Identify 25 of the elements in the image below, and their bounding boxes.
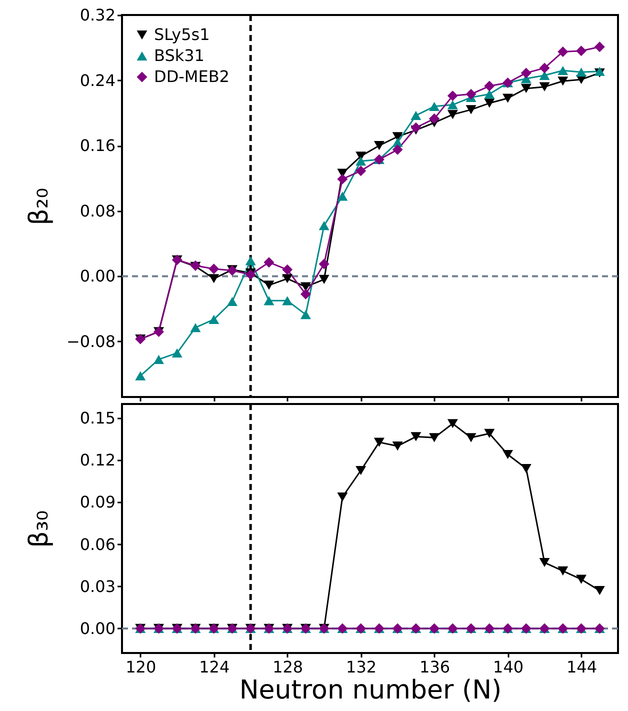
y-tick-label: 0.00 — [80, 266, 116, 286]
y-tick-label: 0.08 — [80, 201, 116, 220]
y-tick-label: 0.06 — [80, 534, 116, 554]
y-axis-title: β₂₀ — [24, 188, 54, 226]
y-tick-label: 0.24 — [80, 70, 116, 90]
x-tick-label: 144 — [566, 658, 598, 676]
y-tick-label: −0.08 — [66, 332, 116, 351]
legend-label: DD-MEB2 — [154, 67, 230, 86]
x-tick-label: 132 — [346, 658, 377, 676]
y-axis-title: β₃₀ — [24, 510, 54, 548]
x-tick-label: 136 — [420, 658, 450, 676]
x-tick-label: 120 — [126, 658, 156, 676]
y-tick-label: 0.16 — [80, 136, 116, 156]
legend-label: BSk31 — [154, 46, 204, 65]
x-tick-label: 124 — [199, 658, 230, 676]
legend-label: SLy5s1 — [154, 25, 210, 44]
y-tick-label: 0.00 — [80, 618, 116, 638]
x-tick-label: 140 — [493, 658, 524, 676]
y-tick-label: 0.32 — [80, 6, 116, 24]
x-axis-title: Neutron number (N) — [239, 676, 502, 706]
y-tick-label: 0.03 — [80, 576, 116, 596]
y-tick-label: 0.09 — [80, 492, 116, 512]
y-tick-label: 0.12 — [80, 450, 116, 470]
x-tick-label: 128 — [272, 658, 304, 676]
y-tick-label: 0.15 — [80, 408, 116, 428]
